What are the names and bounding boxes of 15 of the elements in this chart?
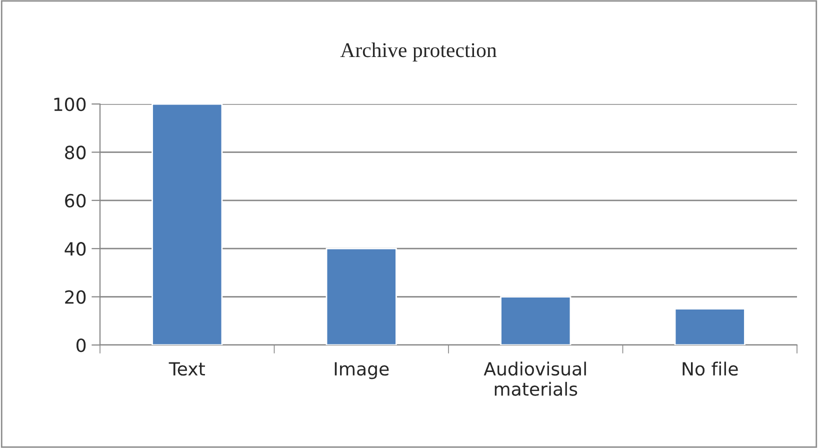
y-tick-label: 20 <box>65 290 86 304</box>
y-tick-label: 40 <box>64 242 86 256</box>
x-tick-label: Text <box>168 362 205 376</box>
y-tick-label: 0 <box>76 338 86 352</box>
y-tick-label: 100 <box>54 97 86 112</box>
chart-title: Archive protection <box>340 42 497 62</box>
bar <box>674 308 746 345</box>
bar <box>500 296 572 345</box>
x-tick-label: Image <box>334 362 389 380</box>
y-tick-label: 60 <box>65 194 86 208</box>
bar <box>326 248 397 345</box>
y-tick-label: 80 <box>65 146 86 160</box>
x-tick-label: No file <box>682 362 738 376</box>
bar <box>152 104 223 345</box>
x-tick-label: Audiovisual materials <box>484 362 586 396</box>
